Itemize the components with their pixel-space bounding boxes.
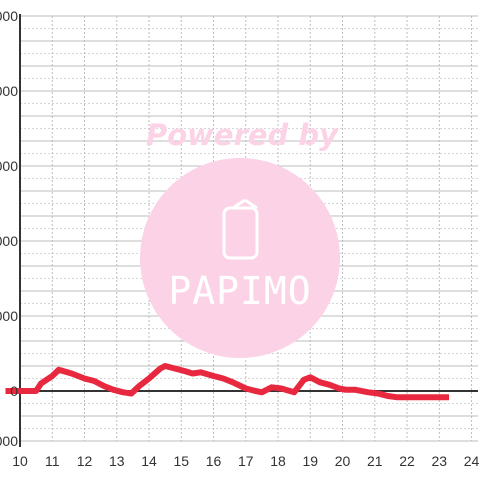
- x-tick-label: 17: [238, 453, 254, 469]
- y-tick-label: 30,000: [0, 308, 18, 324]
- x-tick-label: 24: [464, 453, 480, 469]
- tick-labels: -20,000 0 30,000 60,000 90,000 120,000 150,000…: [0, 8, 480, 469]
- watermark: Powered by PAPIMO: [140, 118, 340, 358]
- x-tick-label: 22: [399, 453, 415, 469]
- x-tick-label: 12: [77, 453, 93, 469]
- x-tick-label: 16: [206, 453, 222, 469]
- y-tick-label: -20,000: [0, 433, 18, 449]
- phone-icon: [222, 198, 259, 260]
- x-tick-label: 10: [12, 453, 28, 469]
- y-tick-label: 0: [10, 383, 18, 399]
- x-tick-label: 15: [173, 453, 189, 469]
- x-tick-label: 19: [302, 453, 318, 469]
- x-tick-label: 11: [45, 453, 60, 469]
- y-tick-label: 60,000: [0, 233, 18, 249]
- series-layer: [5, 363, 449, 401]
- x-tick-label: 18: [270, 453, 286, 469]
- x-tick-label: 23: [432, 453, 448, 469]
- x-tick-label: 14: [141, 453, 157, 469]
- x-tick-label: 20: [335, 453, 351, 469]
- watermark-logo: PAPIMO: [168, 269, 311, 313]
- y-tick-label: 90,000: [0, 158, 18, 174]
- x-tick-label: 21: [367, 453, 383, 469]
- x-tick-label: 13: [109, 453, 125, 469]
- series-line: [5, 363, 449, 401]
- y-tick-label: 150,000: [0, 8, 18, 24]
- watermark-title: Powered by: [146, 118, 339, 152]
- y-tick-label: 120,000: [0, 83, 18, 99]
